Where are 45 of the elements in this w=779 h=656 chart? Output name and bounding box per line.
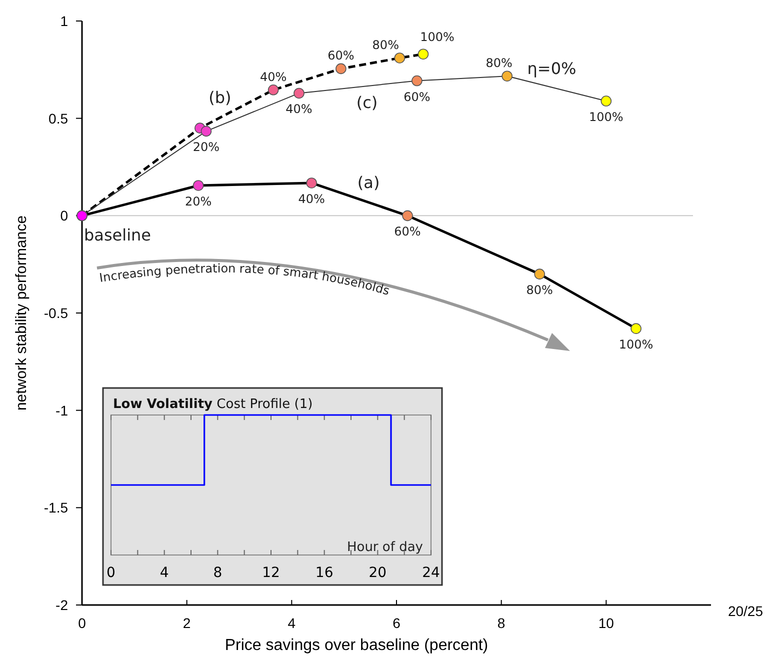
y-tick-label: 0.5 [48,110,68,126]
annotation: 80% [526,283,553,298]
x-tick-label: 10 [598,615,614,631]
annotation: 100% [618,338,654,352]
x-tick-label: 8 [497,615,506,631]
annotation: 60% [328,48,354,63]
y-tick-label: -0.5 [44,305,68,321]
x-tick-label: 24 [422,565,440,581]
chart-subtitle: Cost Profile (1) [212,397,313,412]
x-tick-label: 0 [78,615,86,631]
text: 20/25 [728,603,764,619]
x-tick-label: 2 [182,615,191,631]
annotation: 100% [420,30,454,44]
annotation: 100% [589,110,624,124]
x-tick-label: 4 [288,615,296,631]
y-tick-label: -1.5 [44,500,68,516]
annotation: 20% [192,140,220,154]
y-axis-title: network stability performance [13,215,30,411]
series-label: (b) [208,88,232,108]
annotation: 80% [372,38,399,52]
annotation: baseline [84,226,152,245]
annotation: 60% [394,224,421,239]
y-tick-label: -1 [56,402,68,418]
annotation: 40% [286,102,312,116]
x-tick-label: 8 [213,565,222,581]
x-tick-label: 0 [106,565,116,581]
x-axis-title: Hour of day [346,540,424,555]
annotation: 20% [185,194,212,208]
annotation: 40% [260,70,287,84]
x-tick-label: 6 [392,615,401,631]
series-label: (c) [356,93,378,112]
series-label: (a) [357,172,380,192]
y-tick-label: 0 [60,208,68,224]
x-axis-title: Price savings over baseline (percent) [224,637,488,654]
y-tick-label: 1 [60,13,68,29]
annotation: η=0% [527,58,576,78]
annotation: 80% [486,56,512,70]
x-tick-label: 20 [368,565,387,581]
x-tick-label: 16 [315,565,334,581]
annotation: 60% [404,90,430,104]
annotation: 40% [298,192,325,206]
x-tick-label: 12 [262,565,280,581]
chart-title: Low Volatility [113,397,214,412]
y-tick-label: -2 [56,597,68,613]
x-tick-label: 4 [160,565,169,581]
